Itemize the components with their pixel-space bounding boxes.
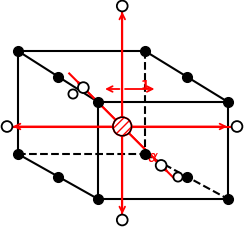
Circle shape <box>117 2 128 12</box>
Circle shape <box>156 160 167 171</box>
Circle shape <box>232 122 242 132</box>
Circle shape <box>68 90 78 99</box>
Circle shape <box>173 173 183 182</box>
Circle shape <box>113 118 132 136</box>
Circle shape <box>117 215 128 225</box>
Circle shape <box>2 122 12 132</box>
Text: 1: 1 <box>140 78 149 91</box>
Circle shape <box>78 83 89 94</box>
Text: α: α <box>147 149 157 164</box>
